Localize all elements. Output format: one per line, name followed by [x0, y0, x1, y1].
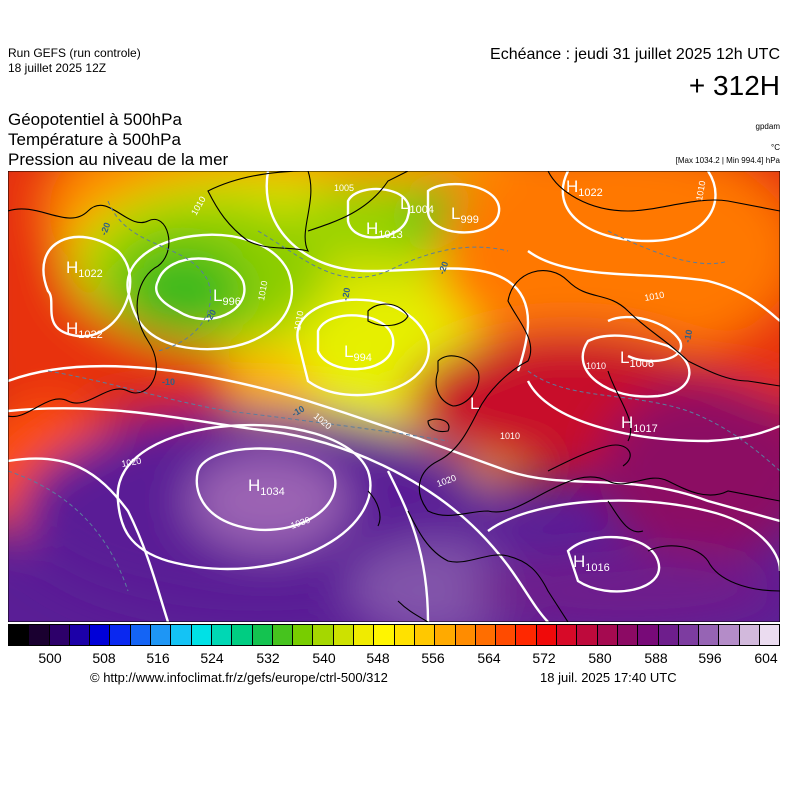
- field-title-pressure: Pression au niveau de la mer: [8, 150, 229, 169]
- colorbar-swatch: [171, 625, 192, 645]
- colorbar-tick-label: 508: [92, 650, 116, 666]
- run-title: Run GEFS (run controle): [8, 46, 141, 60]
- colorbar-swatch: [69, 625, 91, 645]
- colorbar-swatch: [211, 625, 233, 645]
- isobar-label: 1010: [256, 280, 269, 301]
- colorbar-swatch: [699, 625, 720, 645]
- colorbar-swatch: [49, 625, 70, 645]
- forecast-valid-time: Echéance : jeudi 31 juillet 2025 12h UTC: [490, 46, 780, 63]
- colorbar-swatch: [617, 625, 639, 645]
- unit-gpdam: gpdam: [755, 122, 780, 131]
- colorbar-tick-label: 572: [532, 650, 556, 666]
- colorbar-tick-label: 604: [754, 650, 778, 666]
- coastlines: [8, 171, 780, 622]
- colorbar-swatch: [658, 625, 679, 645]
- temperature-label: -10: [682, 329, 694, 344]
- colorbar-swatch: [252, 625, 273, 645]
- colorbar-swatch: [9, 625, 30, 645]
- colorbar-swatch: [516, 625, 537, 645]
- colorbar-swatch: [151, 625, 172, 645]
- temperature-label: -20: [340, 287, 352, 302]
- colorbar-swatch: [272, 625, 294, 645]
- colorbar-swatch: [130, 625, 152, 645]
- source-credit: © http://www.infoclimat.fr/z/gefs/europe…: [90, 670, 388, 685]
- colorbar-swatch: [496, 625, 517, 645]
- colorbar-ticks: 500 508 516 524 532 540 548 556 564 572 580 588 596 6…: [8, 650, 780, 668]
- colorbar-swatch: [455, 625, 476, 645]
- colorbar-swatch: [739, 625, 760, 645]
- isobar-label: 1010: [500, 431, 520, 441]
- colorbar-swatch: [557, 625, 578, 645]
- colorbar-swatch: [597, 625, 618, 645]
- pressure-center-l: L: [470, 394, 479, 413]
- colorbar-swatch: [678, 625, 700, 645]
- temperature-isotherms: [8, 200, 780, 592]
- generation-timestamp: 18 juil. 2025 17:40 UTC: [540, 670, 677, 685]
- colorbar-swatch: [394, 625, 415, 645]
- colorbar-tick-label: 500: [38, 650, 62, 666]
- colorbar-swatch: [354, 625, 375, 645]
- colorbar-swatch: [577, 625, 598, 645]
- isobar-label: 1010: [292, 310, 305, 331]
- colorbar-swatch: [374, 625, 395, 645]
- colorbar-tick-label: 524: [200, 650, 224, 666]
- temperature-label: -20: [98, 221, 112, 237]
- colorbar-tick-label: 580: [588, 650, 612, 666]
- colorbar-swatch: [29, 625, 50, 645]
- colorbar-tick-label: 540: [312, 650, 336, 666]
- colorbar-tick-label: 564: [477, 650, 501, 666]
- colorbar-swatch: [110, 625, 131, 645]
- colorbar-swatch: [536, 625, 558, 645]
- colorbar-swatch: [333, 625, 355, 645]
- colorbar-swatch: [313, 625, 334, 645]
- field-title-temperature: Température à 500hPa: [8, 130, 181, 149]
- colorbar-swatch: [759, 625, 780, 645]
- geopotential-field: [8, 171, 780, 622]
- colorbar-swatch: [475, 625, 497, 645]
- lead-time: + 312H: [688, 70, 780, 101]
- run-date: 18 juillet 2025 12Z: [8, 61, 107, 75]
- colorbar-swatch: [232, 625, 253, 645]
- unit-celsius: °C: [771, 143, 780, 152]
- colorbar-tick-label: 516: [146, 650, 170, 666]
- isobars: [8, 171, 780, 622]
- colorbar: [8, 624, 780, 646]
- colorbar-swatch: [719, 625, 740, 645]
- colorbar-tick-label: 548: [366, 650, 390, 666]
- unit-pressure-range: [Max 1034.2 | Min 994.4] hPa: [675, 156, 780, 165]
- isobar-label: 1010: [694, 180, 707, 201]
- isobar-label: 1010: [644, 290, 665, 303]
- colorbar-swatch: [638, 625, 659, 645]
- colorbar-swatch: [293, 625, 314, 645]
- temperature-label: -20: [436, 260, 450, 276]
- colorbar-swatch: [90, 625, 111, 645]
- isobar-label: 1020: [121, 456, 142, 469]
- colorbar-swatch: [435, 625, 456, 645]
- field-title-geopotential: Géopotentiel à 500hPa: [8, 110, 182, 129]
- colorbar-tick-label: 596: [698, 650, 722, 666]
- colorbar-tick-label: 532: [256, 650, 280, 666]
- isobar-label: 1010: [586, 361, 606, 371]
- isobar-label: 1005: [334, 183, 354, 193]
- temperature-label: -10: [162, 377, 175, 387]
- colorbar-tick-label: 556: [421, 650, 445, 666]
- colorbar-tick-label: 588: [644, 650, 668, 666]
- colorbar-swatch: [191, 625, 212, 645]
- colorbar-swatch: [414, 625, 436, 645]
